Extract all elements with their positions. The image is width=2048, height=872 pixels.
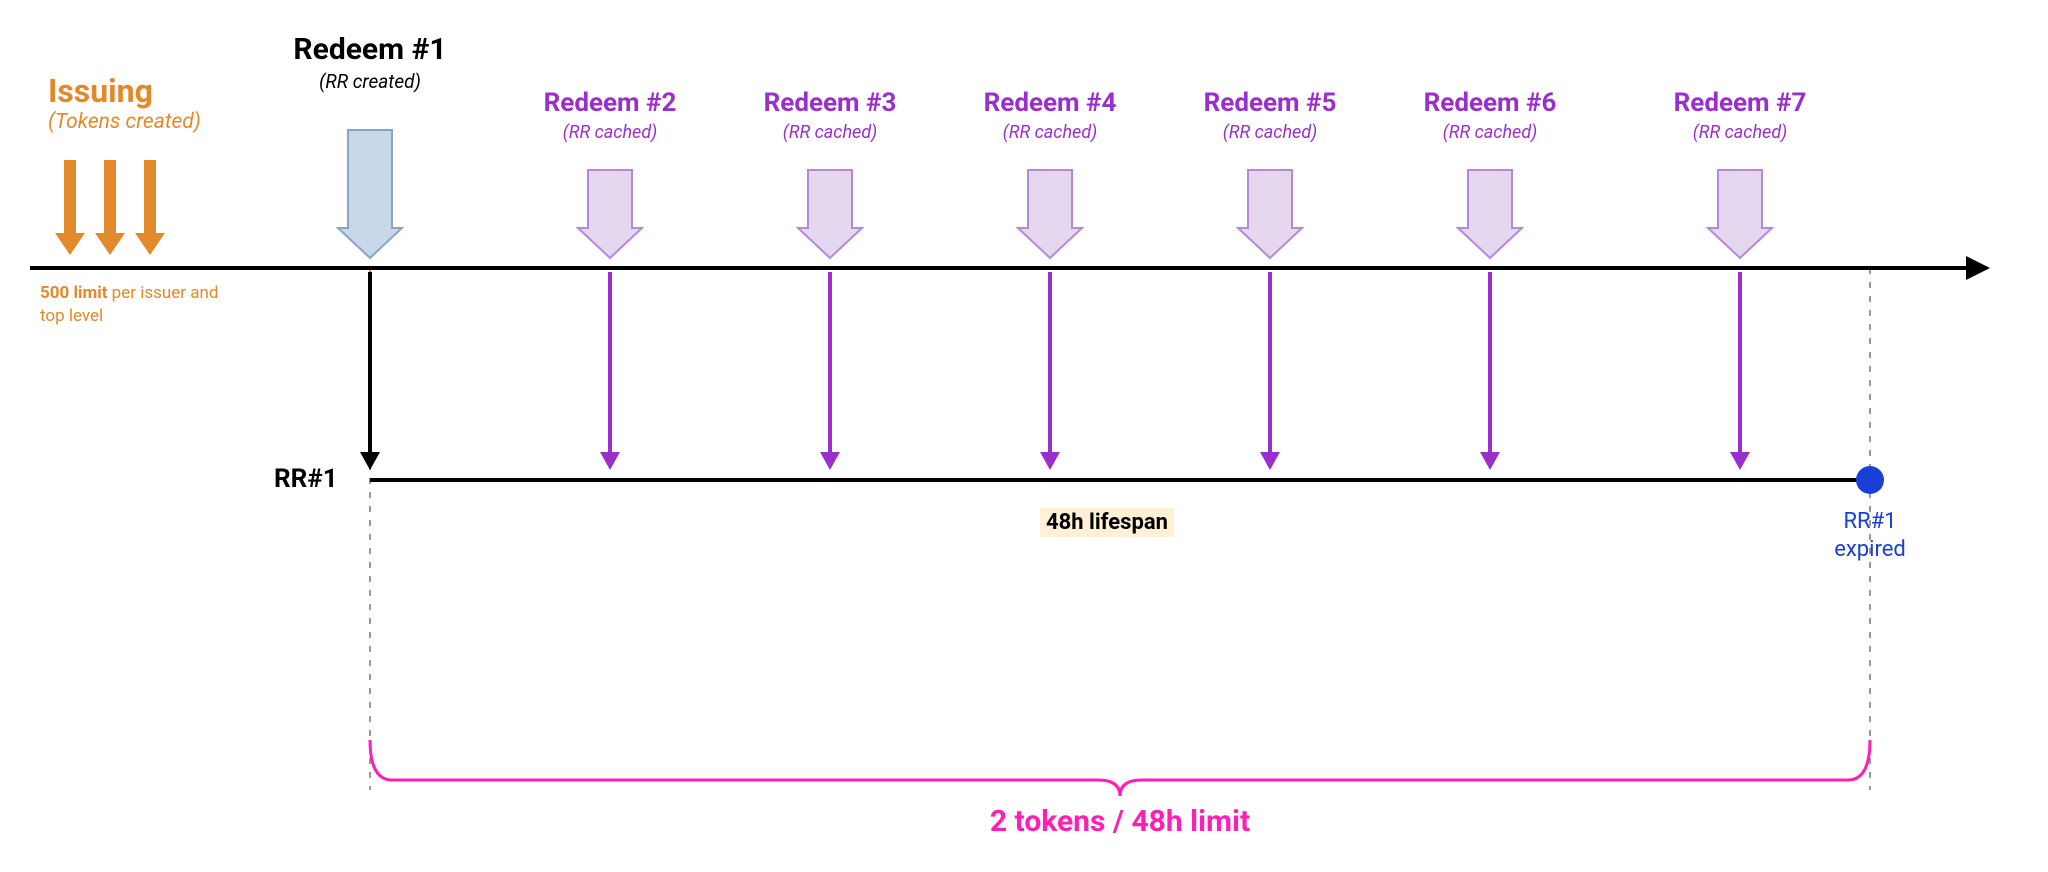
- redeem1-down-arrow-head: [360, 452, 380, 470]
- redeem5-block-arrow: [1238, 170, 1302, 258]
- redeem6-title: Redeem #6: [1380, 88, 1600, 118]
- redeem4-block-arrow: [1018, 170, 1082, 258]
- issuing-title: Issuing: [48, 72, 153, 110]
- redeem5-down-arrow-head: [1260, 452, 1280, 470]
- redeem1-subtitle: (RR created): [250, 70, 490, 93]
- redeem2-block-arrow: [578, 170, 642, 258]
- redeem7-block-arrow: [1708, 170, 1772, 258]
- redeem3-subtitle: (RR cached): [720, 122, 940, 143]
- redeem3-block-arrow: [798, 170, 862, 258]
- redeem4-down-arrow-head: [1040, 452, 1060, 470]
- redeem6-down-arrow-head: [1480, 452, 1500, 470]
- redeem5-title: Redeem #5: [1160, 88, 1380, 118]
- redeem2-title: Redeem #2: [500, 88, 720, 118]
- redeem2-subtitle: (RR cached): [500, 122, 720, 143]
- redeem1-block-arrow: [338, 130, 402, 258]
- redeem6-subtitle: (RR cached): [1380, 122, 1600, 143]
- bottom-limit-label: 2 tokens / 48h limit: [920, 804, 1320, 839]
- redeem4-subtitle: (RR cached): [940, 122, 1160, 143]
- rr1-label: RR#1: [274, 464, 338, 494]
- redeem7-subtitle: (RR cached): [1630, 122, 1850, 143]
- redeem3-down-arrow-head: [820, 452, 840, 470]
- redeem1-title: Redeem #1: [250, 32, 490, 67]
- issuing-arrow-head-1: [55, 233, 85, 255]
- rr-expired-dot: [1856, 466, 1884, 494]
- redeem7-title: Redeem #7: [1630, 88, 1850, 118]
- timeline-arrowhead: [1966, 256, 1990, 280]
- issuing-arrow-head-3: [135, 233, 165, 255]
- redeem5-subtitle: (RR cached): [1160, 122, 1380, 143]
- limit-brace: [370, 740, 1870, 796]
- redeem6-block-arrow: [1458, 170, 1522, 258]
- issuing-subtitle: (Tokens created): [48, 110, 201, 134]
- redeem4-title: Redeem #4: [940, 88, 1160, 118]
- lifespan-label: 48h lifespan: [1040, 508, 1174, 537]
- issuing-limit-note: 500 limit per issuer and top level: [40, 282, 230, 328]
- redeem2-down-arrow-head: [600, 452, 620, 470]
- redeem3-title: Redeem #3: [720, 88, 940, 118]
- rr-expired-label: RR#1expired: [1825, 508, 1915, 563]
- redeem7-down-arrow-head: [1730, 452, 1750, 470]
- issuing-arrow-head-2: [95, 233, 125, 255]
